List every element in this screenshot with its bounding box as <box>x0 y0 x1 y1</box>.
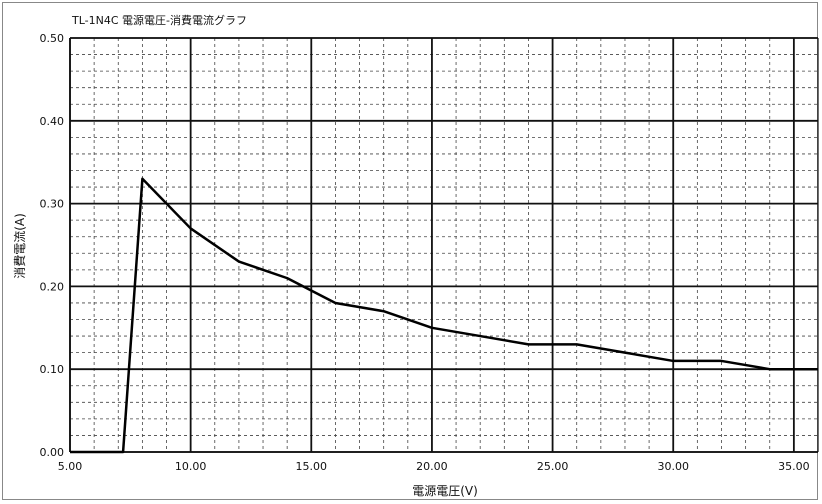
x-axis-title: 電源電圧(V) <box>412 484 478 498</box>
x-tick-label: 5.00 <box>58 460 83 473</box>
tick-labels: 5.00 10.00 15.00 20.00 25.00 30.00 35.00 0.00 0.… <box>40 32 810 473</box>
y-tick-label: 0.20 <box>40 280 65 293</box>
chart-title: TL-1N4C 電源電圧-消費電流グラフ <box>71 13 247 27</box>
x-tick-label: 35.00 <box>778 460 810 473</box>
x-tick-label: 15.00 <box>296 460 328 473</box>
y-tick-label: 0.50 <box>40 32 65 45</box>
grid <box>69 37 819 453</box>
y-tick-label: 0.00 <box>40 446 65 459</box>
y-tick-label: 0.40 <box>40 115 65 128</box>
axes <box>69 37 819 453</box>
x-tick-label: 10.00 <box>175 460 207 473</box>
series-line <box>70 177 818 454</box>
y-tick-label: 0.30 <box>40 198 65 211</box>
y-axis-title: 消費電流(A) <box>12 213 27 279</box>
series <box>70 177 818 454</box>
y-tick-label: 0.10 <box>40 363 65 376</box>
x-tick-label: 30.00 <box>657 460 689 473</box>
x-tick-label: 25.00 <box>537 460 569 473</box>
x-tick-label: 20.00 <box>416 460 448 473</box>
